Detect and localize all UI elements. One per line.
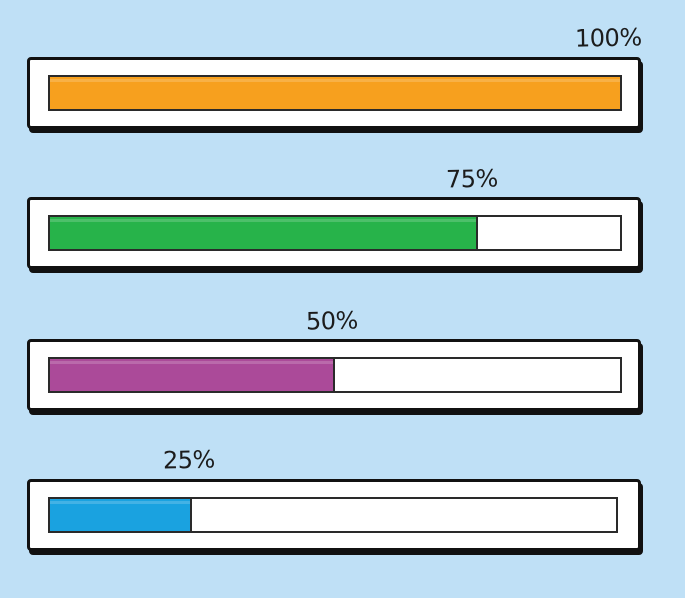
progress-bar-100: 100%: [0, 0, 685, 140]
progress-bar-75: 75%: [0, 0, 685, 269]
progress-bar-fill: [50, 217, 478, 249]
progress-bar-track: [48, 75, 622, 111]
progress-bar-50: 50%: [0, 0, 685, 411]
progress-bar-frame: [27, 57, 641, 129]
progress-bar-track: [48, 215, 622, 251]
progress-bar-frame: [27, 339, 641, 411]
progress-label: 50%: [305, 306, 359, 336]
progress-label: 75%: [445, 164, 499, 194]
progress-bar-frame: [27, 479, 641, 551]
progress-bar-fill: [50, 499, 192, 531]
progress-label: 25%: [162, 445, 216, 475]
progress-bar-track: [48, 357, 622, 393]
progress-bar-fill: [50, 359, 335, 391]
progress-bar-track: [48, 497, 618, 533]
progress-bar-fill: [50, 77, 620, 109]
progress-bar-25: 25%: [0, 0, 685, 551]
progress-bar-frame: [27, 197, 641, 269]
